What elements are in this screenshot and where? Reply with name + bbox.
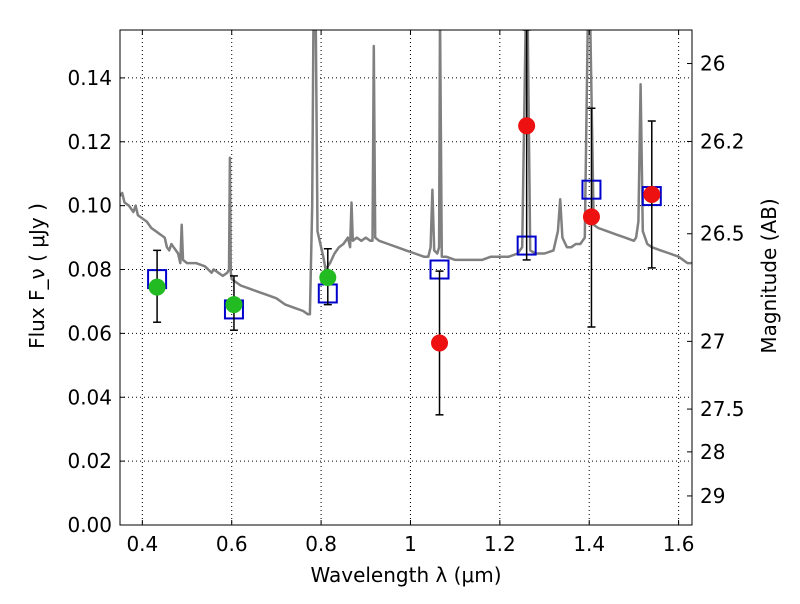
grid xyxy=(120,30,692,526)
y-tick-label: 0.02 xyxy=(67,449,112,473)
mag-tick-label: 26.2 xyxy=(700,129,745,153)
red-data-point xyxy=(431,334,449,352)
x-tick-label: 1.6 xyxy=(663,532,695,556)
mag-tick-label: 26.5 xyxy=(700,222,745,246)
y-tick-label: 0.12 xyxy=(67,130,112,154)
red-data-point xyxy=(582,208,600,226)
x-tick-label: 0.6 xyxy=(216,532,248,556)
y-tick-label: 0.10 xyxy=(67,194,112,218)
mag-tick-label: 29 xyxy=(700,484,725,508)
y-tick-label: 0.06 xyxy=(67,321,112,345)
green-data-point xyxy=(225,296,243,314)
x-tick-label: 0.8 xyxy=(305,532,337,556)
y-tick-label: 0.14 xyxy=(67,66,112,90)
mag-tick-label: 27 xyxy=(700,329,725,353)
mag-tick-label: 28 xyxy=(700,440,725,464)
x-axis-label: Wavelength λ (μm) xyxy=(310,563,501,587)
y-tick-label: 0.04 xyxy=(67,385,112,409)
x-tick-label: 1 xyxy=(404,532,417,556)
red-data-point xyxy=(643,185,661,203)
y-axis-label: Flux F_ν ( μJy ) xyxy=(25,203,49,349)
plot-frame xyxy=(119,29,693,526)
y-tick-label: 0.08 xyxy=(67,258,112,282)
mag-tick-label: 27.5 xyxy=(700,397,745,421)
axis-ticks: 0.4 0.6 0.8 1 1.2 1.4 1.6 0.00 0.02 0.04 0.06 0.08 0… xyxy=(67,30,745,556)
x-tick-label: 1.4 xyxy=(573,532,605,556)
spectrum-line xyxy=(120,30,692,316)
x-tick-label: 0.4 xyxy=(126,532,158,556)
plot-area xyxy=(120,30,692,416)
green-data-point xyxy=(148,278,166,296)
y-axis-right-label: Magnitude (AB) xyxy=(757,198,781,353)
y-tick-label: 0.00 xyxy=(67,513,112,537)
mag-tick-label: 26 xyxy=(700,52,725,76)
red-data-point xyxy=(518,117,536,135)
x-tick-label: 1.2 xyxy=(484,532,516,556)
green-data-point xyxy=(319,269,337,286)
